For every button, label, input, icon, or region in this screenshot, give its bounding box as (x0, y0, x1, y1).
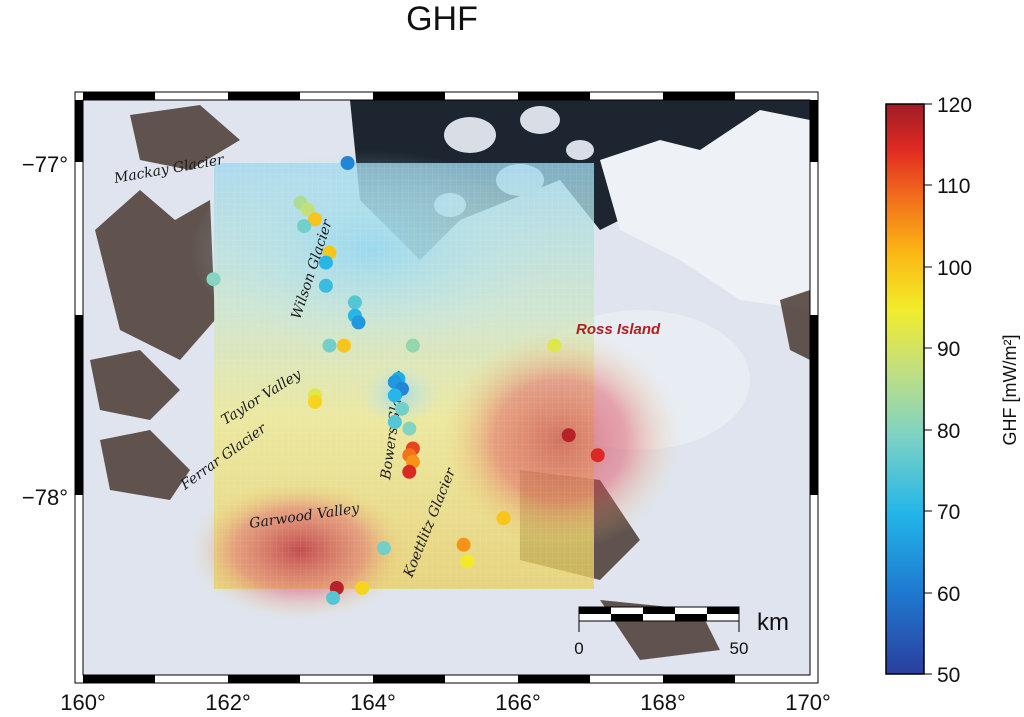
ghf-point (355, 581, 370, 595)
ghf-point (561, 428, 576, 443)
x-tick-label: 170° (785, 690, 831, 715)
ghf-point (402, 421, 417, 436)
ghf-point (547, 338, 562, 353)
ghf-point (322, 338, 337, 353)
colorbar-label: GHF [mW/m²] (1000, 335, 1020, 446)
ghf-points (206, 156, 605, 605)
y-axis-labels: −77° −78° (22, 152, 68, 510)
ghf-point (206, 272, 221, 287)
ghf-point (387, 415, 402, 429)
colorbar-tick: 70 (937, 501, 960, 524)
scale-bar: km 0 50 (574, 606, 789, 658)
scale-unit: km (757, 609, 789, 636)
y-tick-label: −78° (22, 485, 68, 510)
ghf-point (340, 156, 355, 170)
ghf-point (456, 537, 471, 552)
y-tick-label: −77° (22, 152, 68, 177)
ghf-point (460, 554, 475, 569)
ghf-point (318, 278, 333, 293)
colorbar-tick: 120 (937, 94, 972, 117)
ghf-point (351, 315, 366, 330)
colorbar-tick: 50 (937, 664, 960, 687)
scale-max: 50 (730, 639, 749, 658)
x-tick-label: 164° (350, 690, 396, 715)
ghf-point (300, 202, 315, 217)
x-tick-label: 162° (205, 690, 251, 715)
ghf-point (337, 338, 351, 353)
map-title: GHF (406, 0, 478, 38)
ghf-point (326, 590, 341, 605)
ghf-point (395, 401, 409, 416)
x-tick-label: 166° (495, 690, 541, 715)
colorbar-tick: 100 (937, 257, 972, 280)
ghf-point (405, 338, 420, 353)
x-tick-label: 160° (60, 690, 106, 715)
colorbar-tick: 90 (937, 338, 960, 361)
ghf-point (318, 255, 333, 270)
colorbar: 120 110 100 90 80 70 60 50 GHF [mW/m²] (885, 94, 1020, 687)
ghf-point (590, 448, 605, 463)
ghf-point (347, 295, 362, 310)
colorbar-tick: 60 (937, 583, 960, 606)
ghf-point (402, 464, 417, 479)
ghf-point (496, 511, 511, 526)
ghf-point (308, 395, 322, 409)
ghf-point (308, 212, 322, 227)
scale-min: 0 (574, 639, 583, 658)
ghf-point (376, 541, 391, 556)
map-frame (74, 91, 819, 684)
ghf-point (297, 219, 312, 234)
label-ross-island: Ross Island (576, 321, 661, 338)
colorbar-tick: 80 (937, 420, 960, 443)
ghf-point (387, 388, 402, 403)
colorbar-tick: 110 (937, 175, 970, 198)
x-axis-labels: 160° 162° 164° 166° 168° 170° (60, 690, 831, 715)
x-tick-label: 168° (640, 690, 686, 715)
